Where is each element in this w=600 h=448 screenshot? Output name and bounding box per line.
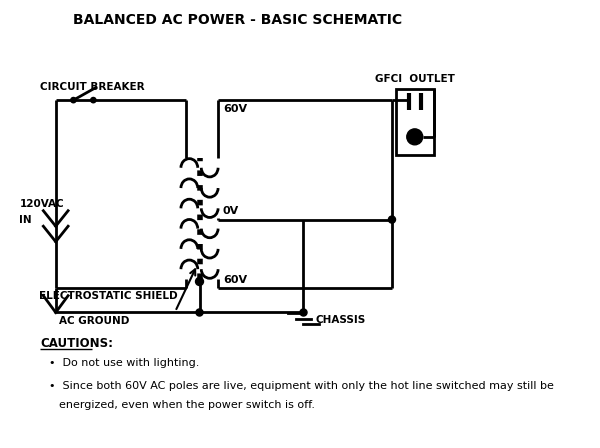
Text: •  Since both 60V AC poles are live, equipment with only the hot line switched m: • Since both 60V AC poles are live, equi… (49, 381, 554, 391)
Text: 0V: 0V (223, 206, 239, 216)
Circle shape (71, 98, 76, 103)
Circle shape (300, 309, 307, 316)
Circle shape (388, 216, 395, 223)
Text: IN: IN (19, 215, 32, 224)
Circle shape (407, 129, 423, 145)
Bar (395, 89, 434, 155)
Text: 120VAC: 120VAC (19, 199, 64, 209)
Text: 60V: 60V (223, 275, 247, 284)
Circle shape (91, 98, 96, 103)
Text: AC GROUND: AC GROUND (59, 316, 130, 326)
Text: GFCI  OUTLET: GFCI OUTLET (375, 74, 455, 84)
Text: •  Do not use with lighting.: • Do not use with lighting. (49, 358, 199, 368)
Text: CIRCUIT BREAKER: CIRCUIT BREAKER (40, 82, 145, 92)
Text: 60V: 60V (223, 103, 247, 114)
Circle shape (196, 309, 203, 316)
Circle shape (196, 277, 203, 285)
Text: BALANCED AC POWER - BASIC SCHEMATIC: BALANCED AC POWER - BASIC SCHEMATIC (73, 13, 401, 27)
Text: ELECTROSTATIC SHIELD: ELECTROSTATIC SHIELD (40, 292, 178, 302)
Text: CAUTIONS:: CAUTIONS: (40, 337, 113, 350)
Text: energized, even when the power switch is off.: energized, even when the power switch is… (59, 400, 315, 409)
Text: CHASSIS: CHASSIS (316, 314, 366, 325)
